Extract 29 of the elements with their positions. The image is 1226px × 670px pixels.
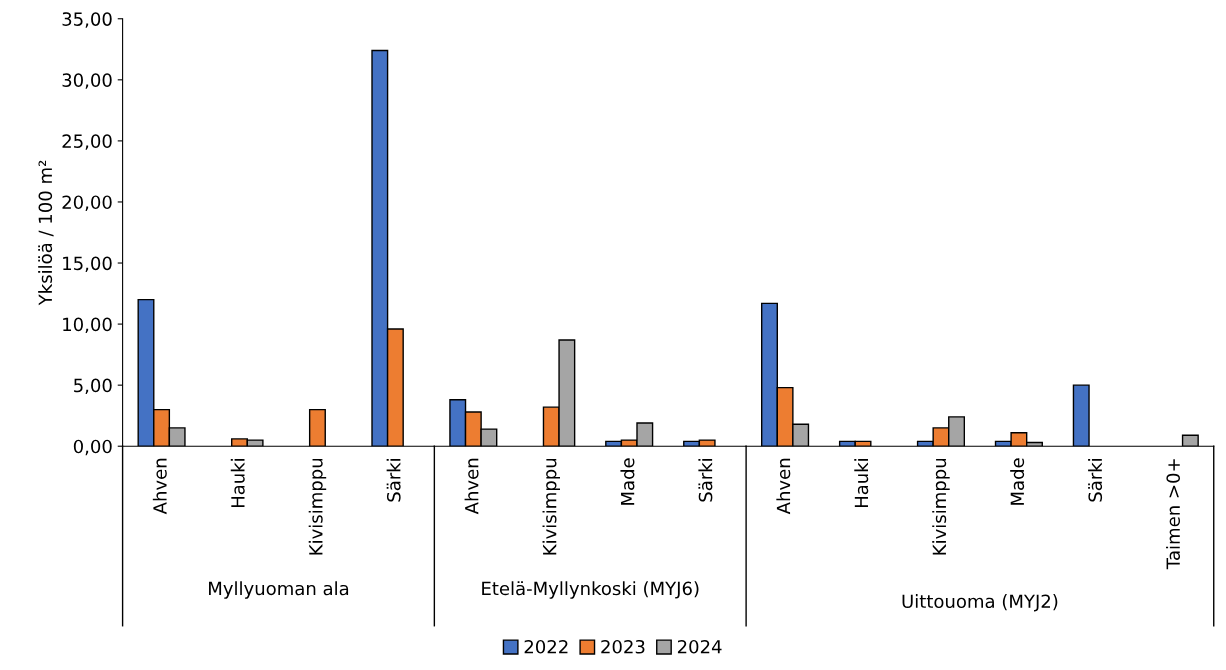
x-tick-label: Taimen >0+ [1166,459,1181,570]
x-tick-label: Ahven [464,458,479,515]
x-tick-label: Särki [698,459,713,502]
x-tick-label: Särki [386,459,401,502]
x-tick-label: Hauki [854,459,869,508]
x-axis-title: Etelä-Myllynkoski (MYJ6) [482,581,699,599]
y-tick-label: 35,00 [62,12,112,28]
y-tick-label: 15,00 [63,256,112,272]
x-tick-label: Made [1010,458,1025,505]
legend-label: 2024 [677,639,722,654]
legend-label: 2022 [524,639,568,654]
x-tick-label: Ahven [152,458,167,515]
x-axis-title: Myllyuoman ala [209,581,349,599]
x-tick-label: Made [620,458,635,505]
y-tick-label: 25,00 [62,134,112,150]
x-tick-label: Hauki [230,459,245,508]
x-tick-label: Ahven [776,458,791,515]
x-axis-title: Uittouoma (MYJ2) [902,594,1058,612]
legend-label: 2023 [601,639,645,654]
x-tick-label: Kivisimppu [932,458,950,555]
y-tick-label: 20,00 [62,195,112,211]
y-tick-label: 30,00 [62,73,112,89]
y-tick-label: 10,00 [63,317,112,334]
y-tick-label: 5,00 [74,378,112,395]
x-tick-label: Kivisimppu [308,458,327,555]
y-tick-label: 0,00 [73,439,112,456]
x-tick-label: Kivisimppu [542,458,560,555]
y-axis-title: Yksilöä / 100 m² [38,160,54,306]
x-tick-label: Särki [1088,459,1103,502]
